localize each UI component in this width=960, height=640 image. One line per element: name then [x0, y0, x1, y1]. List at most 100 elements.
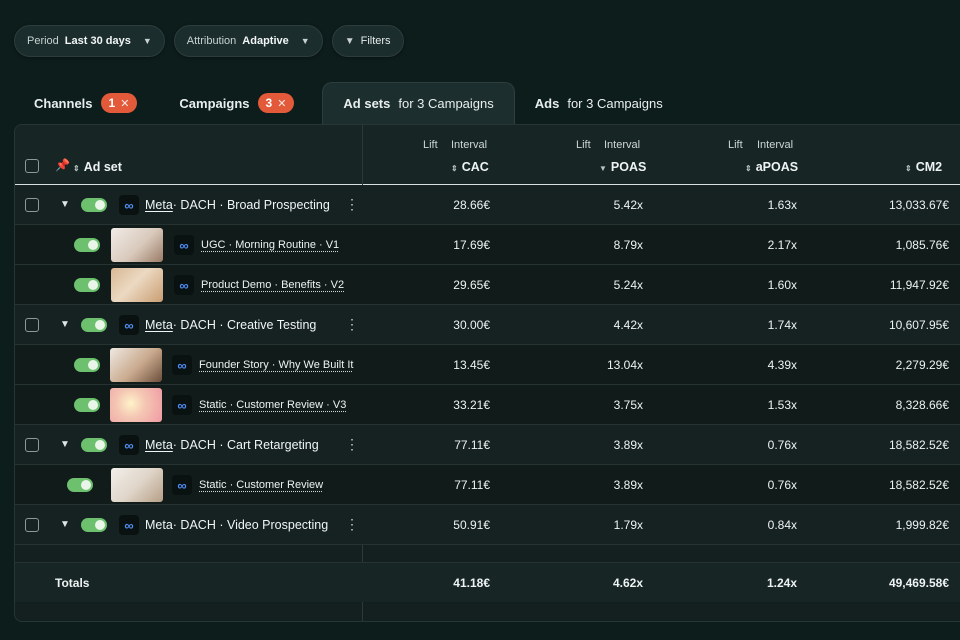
adset-name-text: · DACH · Video Prospecting: [172, 518, 329, 532]
meta-icon: ∞: [119, 195, 139, 215]
cac-value: 50.91€: [453, 518, 490, 532]
row-checkbox[interactable]: [25, 318, 39, 332]
filters-button[interactable]: ▼ Filters: [331, 25, 404, 57]
status-toggle[interactable]: [74, 358, 100, 372]
platform-link[interactable]: Meta: [145, 198, 173, 212]
table-row[interactable]: ▼ ∞ Meta · DACH · Video Prospecting ⋮ 50…: [15, 505, 960, 545]
table-row[interactable]: ∞ Founder Story · Why We Built It 13.45€…: [15, 345, 960, 385]
select-all-checkbox[interactable]: [25, 159, 39, 173]
poas-value: 5.42x: [613, 198, 643, 212]
adset-name[interactable]: Meta · DACH · Creative Testing: [145, 305, 316, 345]
table-row[interactable]: ∞ UGC · Morning Routine · V1 17.69€ 8.79…: [15, 225, 960, 265]
apoas-value: 1.60x: [767, 278, 797, 292]
tab-campaigns[interactable]: Campaigns 3 ✕: [157, 82, 314, 124]
chevron-down-icon[interactable]: ▼: [60, 319, 70, 330]
status-toggle[interactable]: [74, 398, 100, 412]
poas-column-header[interactable]: ▼ POAS: [599, 160, 646, 174]
status-toggle[interactable]: [74, 278, 100, 292]
row-checkbox[interactable]: [25, 198, 39, 212]
cm2-value: 13,033.67€: [888, 198, 949, 212]
tab-channels[interactable]: Channels 1 ✕: [14, 82, 157, 124]
pin-icon[interactable]: 📌: [55, 158, 70, 172]
adsets-table: 📌 ⇕ Ad set Lift Interval ⇕ CAC Lift Interv…: [14, 124, 960, 622]
selection-count-badge[interactable]: 1 ✕: [100, 93, 138, 113]
caret-down-icon: ▼: [142, 36, 152, 46]
meta-icon: ∞: [172, 355, 192, 375]
cac-column-header[interactable]: ⇕ CAC: [451, 160, 489, 174]
table-header: 📌 ⇕ Ad set Lift Interval ⇕ CAC Lift Interv…: [15, 125, 960, 185]
status-toggle[interactable]: [81, 198, 107, 212]
ad-name[interactable]: Product Demo · Benefits · V2: [201, 279, 345, 291]
meta-icon: ∞: [119, 435, 139, 455]
ad-name[interactable]: Static · Customer Review · V3: [199, 399, 347, 411]
adset-name[interactable]: Meta · DACH · Broad Prospecting: [145, 185, 330, 225]
cm2-value: 11,947.92€: [889, 278, 949, 292]
clear-icon[interactable]: ✕: [277, 97, 287, 110]
tab-suffix: for 3 Campaigns: [398, 96, 494, 111]
status-toggle[interactable]: [67, 478, 93, 492]
tab-ad-sets[interactable]: Ad sets for 3 Campaigns: [322, 82, 515, 124]
tab-ads[interactable]: Ads for 3 Campaigns: [515, 82, 683, 124]
ad-name[interactable]: Founder Story · Why We Built It: [199, 359, 354, 371]
apoas-value: 4.39x: [767, 358, 797, 372]
poas-value: 3.89x: [613, 438, 643, 452]
table-row[interactable]: ∞ Product Demo · Benefits · V2 29.65€ 5.…: [15, 265, 960, 305]
poas-value: 3.89x: [613, 478, 643, 492]
lift-label: Lift: [576, 139, 591, 151]
row-checkbox[interactable]: [25, 518, 39, 532]
more-options-icon[interactable]: ⋮: [345, 436, 359, 452]
adset-name-text: · DACH · Broad Prospecting: [172, 198, 330, 212]
table-row[interactable]: ∞ Static · Customer Review · V3 33.21€ 3…: [15, 385, 960, 425]
cm2-value: 8,328.66€: [895, 398, 949, 412]
tab-label: Campaigns: [179, 95, 250, 111]
header-label: POAS: [610, 160, 647, 174]
row-checkbox[interactable]: [25, 438, 39, 452]
apoas-value: 1.74x: [767, 318, 797, 332]
chevron-down-icon[interactable]: ▼: [60, 519, 70, 530]
caret-down-icon: ▼: [300, 36, 310, 46]
status-toggle[interactable]: [74, 238, 100, 252]
ad-thumbnail: [111, 468, 163, 502]
meta-icon: ∞: [172, 475, 192, 495]
selection-count-badge[interactable]: 3 ✕: [257, 93, 295, 113]
more-options-icon[interactable]: ⋮: [345, 516, 359, 532]
interval-label: Interval: [451, 139, 488, 151]
chevron-down-icon[interactable]: ▼: [60, 199, 70, 210]
period-dropdown[interactable]: Period Last 30 days ▼: [14, 25, 165, 57]
status-toggle[interactable]: [81, 438, 107, 452]
table-row[interactable]: ▼ ∞ Meta · DACH · Broad Prospecting ⋮ 28…: [15, 185, 960, 225]
cac-value: 33.21€: [453, 398, 490, 412]
ad-name[interactable]: UGC · Morning Routine · V1: [201, 239, 340, 251]
attribution-dropdown[interactable]: Attribution Adaptive ▼: [173, 25, 323, 57]
period-label: Period: [27, 35, 59, 47]
adset-column-header[interactable]: ⇕ Ad set: [73, 160, 122, 174]
totals-row: Totals 41.18€ 4.62x 1.24x 49,469.58€: [15, 562, 960, 602]
table-row[interactable]: ▼ ∞ Meta · DACH · Creative Testing ⋮ 30.…: [15, 305, 960, 345]
chevron-down-icon[interactable]: ▼: [60, 439, 70, 450]
adset-name[interactable]: Meta · DACH · Cart Retargeting: [145, 425, 319, 465]
apoas-column-header[interactable]: ⇕ aPOAS: [745, 160, 798, 174]
lift-label: Lift: [423, 139, 438, 151]
total-apoas: 1.24x: [766, 576, 797, 590]
table-row[interactable]: ∞ Static · Customer Review 77.11€ 3.89x …: [15, 465, 960, 505]
adset-name[interactable]: Meta · DACH · Video Prospecting: [145, 505, 328, 545]
cm2-column-header[interactable]: ⇕ CM2: [905, 160, 942, 174]
poas-value: 8.79x: [613, 238, 643, 252]
attribution-value: Adaptive: [242, 35, 289, 47]
platform-link[interactable]: Meta: [145, 318, 173, 332]
interval-label: Interval: [757, 139, 794, 151]
platform-link[interactable]: Meta: [145, 438, 173, 452]
status-toggle[interactable]: [81, 318, 107, 332]
more-options-icon[interactable]: ⋮: [345, 196, 359, 212]
header-label: Ad set: [83, 160, 122, 174]
meta-icon: ∞: [174, 235, 194, 255]
cm2-value: 18,582.52€: [888, 478, 949, 492]
status-toggle[interactable]: [81, 518, 107, 532]
table-row[interactable]: ▼ ∞ Meta · DACH · Cart Retargeting ⋮ 77.…: [15, 425, 960, 465]
meta-icon: ∞: [174, 275, 194, 295]
more-options-icon[interactable]: ⋮: [345, 316, 359, 332]
clear-icon[interactable]: ✕: [120, 97, 130, 110]
cac-value: 77.11€: [454, 438, 490, 452]
header-label: CM2: [915, 160, 943, 174]
ad-name[interactable]: Static · Customer Review: [199, 479, 324, 491]
